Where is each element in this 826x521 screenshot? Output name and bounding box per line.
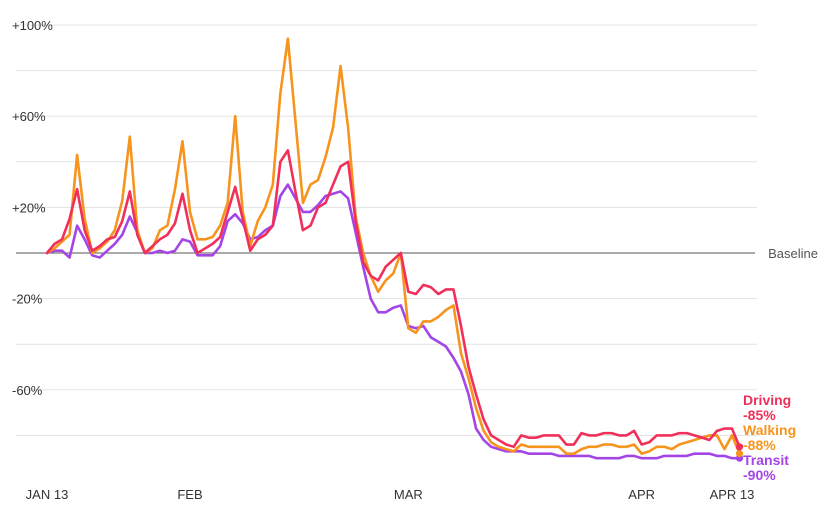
x-axis-tick-labels: JAN 13 FEB MAR APR APR 13 bbox=[26, 487, 755, 502]
series-line-transit bbox=[45, 183, 741, 460]
x-tick-label: JAN 13 bbox=[26, 487, 69, 502]
end-label-value-driving: -85% bbox=[743, 407, 776, 423]
y-tick-label: +100% bbox=[12, 18, 53, 33]
series-end-dots bbox=[735, 443, 744, 462]
x-tick-label: MAR bbox=[394, 487, 423, 502]
series-line-driving bbox=[45, 149, 741, 449]
x-tick-label: APR bbox=[628, 487, 655, 502]
x-tick-label: FEB bbox=[177, 487, 202, 502]
x-tick-label: APR 13 bbox=[710, 487, 755, 502]
end-dot-walking bbox=[735, 450, 744, 458]
end-label-value-transit: -90% bbox=[743, 467, 776, 483]
end-dot-driving bbox=[735, 443, 744, 451]
y-axis-tick-labels: +100% +60% +20% -20% -60% bbox=[12, 18, 53, 398]
end-label-value-walking: -88% bbox=[743, 437, 776, 453]
baseline-label: Baseline bbox=[768, 246, 818, 261]
y-tick-label: -60% bbox=[12, 383, 43, 398]
end-label-name-walking: Walking bbox=[743, 422, 796, 438]
y-tick-label: +60% bbox=[12, 109, 46, 124]
y-tick-label: +20% bbox=[12, 200, 46, 215]
series-line-walking bbox=[45, 37, 741, 455]
end-label-name-driving: Driving bbox=[743, 392, 791, 408]
baseline: Baseline bbox=[16, 246, 818, 261]
end-label-name-transit: Transit bbox=[743, 452, 789, 468]
y-tick-label: -20% bbox=[12, 292, 43, 307]
series-lines bbox=[45, 37, 741, 460]
gridlines bbox=[16, 24, 757, 436]
series-end-labels: Driving-85%Walking-88%Transit-90% bbox=[743, 392, 796, 483]
